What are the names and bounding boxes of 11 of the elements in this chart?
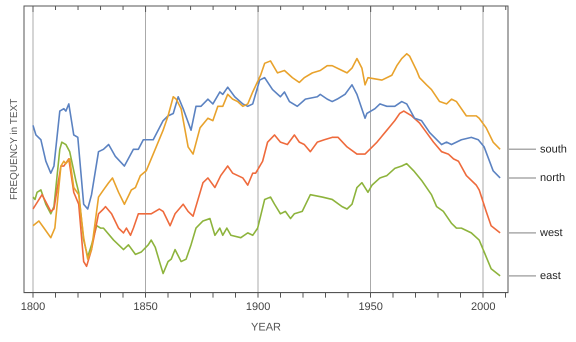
text: east	[540, 270, 561, 282]
text: west	[539, 226, 563, 239]
x-tick-label: 1850	[133, 301, 158, 314]
x-tick-label: 1900	[246, 301, 270, 314]
text: south	[540, 143, 567, 156]
text: north	[540, 172, 566, 184]
x-tick-label: 2000	[470, 301, 496, 314]
x-axis-title: YEAR	[251, 321, 282, 334]
y-axis-title: FREQUENCY in TEXT	[8, 98, 20, 200]
x-tick-label: 1800	[20, 301, 46, 314]
x-tick-label: 1950	[358, 301, 383, 314]
